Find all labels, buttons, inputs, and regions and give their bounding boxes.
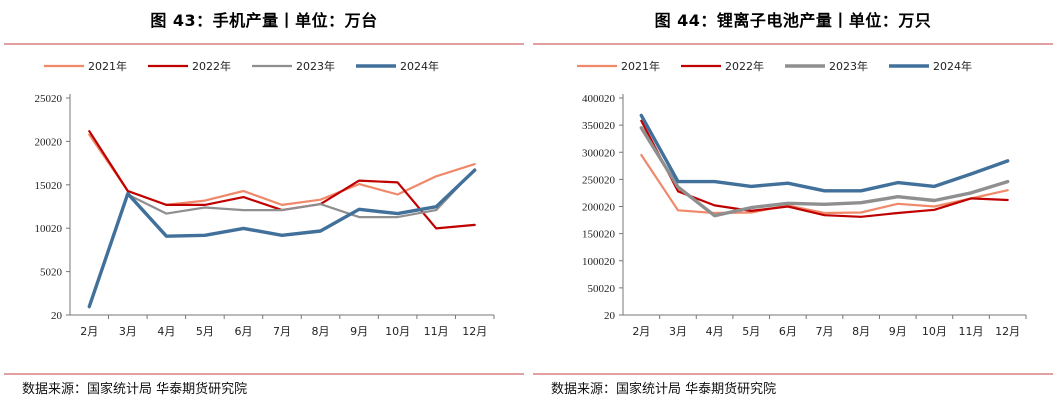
x-tick-label: 11月 <box>959 325 984 338</box>
chart-title: 图 43：手机产量丨单位：万台 <box>150 11 378 30</box>
chart-title: 图 44：锂离子电池产量丨单位：万只 <box>654 11 932 30</box>
legend-item: 2023年 <box>785 59 868 73</box>
legend-label: 2024年 <box>400 59 439 73</box>
series-line-2023年 <box>88 168 476 309</box>
x-tick-label: 9月 <box>889 325 907 338</box>
y-tick-label: 20 <box>51 310 63 322</box>
x-tick-label: 12月 <box>462 325 487 338</box>
x-tick-label: 5月 <box>196 325 214 338</box>
series-line-2021年 <box>88 133 476 206</box>
x-tick-label: 5月 <box>742 325 760 338</box>
legend-label: 2022年 <box>192 59 231 73</box>
x-tick-label: 11月 <box>424 325 449 338</box>
x-tick-label: 4月 <box>157 325 175 338</box>
title-divider <box>533 43 1053 45</box>
y-tick-label: 20020 <box>35 136 63 148</box>
source-divider <box>533 373 1053 375</box>
legend-label: 2021年 <box>621 59 660 73</box>
x-tick-label: 6月 <box>779 325 797 338</box>
source-note: 数据来源：国家统计局 华泰期货研究院 <box>22 382 248 397</box>
legend-item: 2021年 <box>44 59 127 73</box>
x-tick-label: 7月 <box>273 325 291 338</box>
y-tick-label: 350020 <box>582 120 616 132</box>
series-line-2024年 <box>639 113 1010 193</box>
x-tick-label: 10月 <box>385 325 410 338</box>
series-line-2023年 <box>639 126 1010 218</box>
y-tick-label: 150020 <box>582 229 616 241</box>
legend-item: 2023年 <box>252 59 335 73</box>
x-tick-label: 12月 <box>995 325 1020 338</box>
x-tick-label: 8月 <box>312 325 330 338</box>
x-tick-label: 9月 <box>350 325 368 338</box>
legend-label: 2021年 <box>88 59 127 73</box>
legend-label: 2023年 <box>829 59 868 73</box>
line-chart-phone-production: 2021年 2022年 2023年 2024年 25020 20020 15020 10020… <box>35 59 495 338</box>
x-tick-label: 7月 <box>816 325 834 338</box>
y-tick-label: 250020 <box>582 174 616 186</box>
y-tick-label: 50020 <box>588 283 616 295</box>
source-note: 数据来源：国家统计局 华泰期货研究院 <box>551 382 777 397</box>
legend-item: 2022年 <box>681 59 764 73</box>
source-divider <box>4 373 524 375</box>
x-tick-label: 10月 <box>922 325 947 338</box>
title-divider <box>4 43 524 45</box>
y-tick-label: 25020 <box>35 93 63 105</box>
y-tick-label: 20 <box>604 310 616 322</box>
y-tick-label: 200020 <box>582 202 616 214</box>
y-tick-label: 400020 <box>582 93 616 105</box>
legend-item: 2022年 <box>148 59 231 73</box>
x-tick-label: 2月 <box>80 325 98 338</box>
series-line-2021年 <box>640 153 1009 215</box>
x-tick-label: 3月 <box>119 325 137 338</box>
y-tick-label: 15020 <box>35 180 63 192</box>
chart-panel-phones: 图 43：手机产量丨单位：万台 2021年 2022年 2023年 2024年 2502… <box>0 0 528 400</box>
y-tick-label: 10020 <box>35 223 63 235</box>
x-tick-label: 3月 <box>669 325 687 338</box>
x-tick-label: 2月 <box>632 325 650 338</box>
x-tick-label: 6月 <box>234 325 252 338</box>
line-chart-battery-production: 2021年 2022年 2023年 2024年 400020 350020 300020 25… <box>577 59 1027 338</box>
series-line-2022年 <box>640 119 1009 218</box>
series-line-2024年 <box>87 168 477 309</box>
chart-panel-batteries: 图 44：锂离子电池产量丨单位：万只 2021年 2022年 2023年 2024年 4… <box>529 0 1057 400</box>
x-tick-label: 8月 <box>852 325 870 338</box>
y-tick-label: 5020 <box>40 267 63 279</box>
y-tick-label: 300020 <box>582 147 616 159</box>
legend-item: 2021年 <box>577 59 660 73</box>
legend-label: 2023年 <box>296 59 335 73</box>
legend-item: 2024年 <box>356 59 439 73</box>
legend-item: 2024年 <box>889 59 972 73</box>
x-tick-label: 4月 <box>706 325 724 338</box>
legend-label: 2024年 <box>933 59 972 73</box>
legend-label: 2022年 <box>725 59 764 73</box>
y-tick-label: 100020 <box>582 256 616 268</box>
